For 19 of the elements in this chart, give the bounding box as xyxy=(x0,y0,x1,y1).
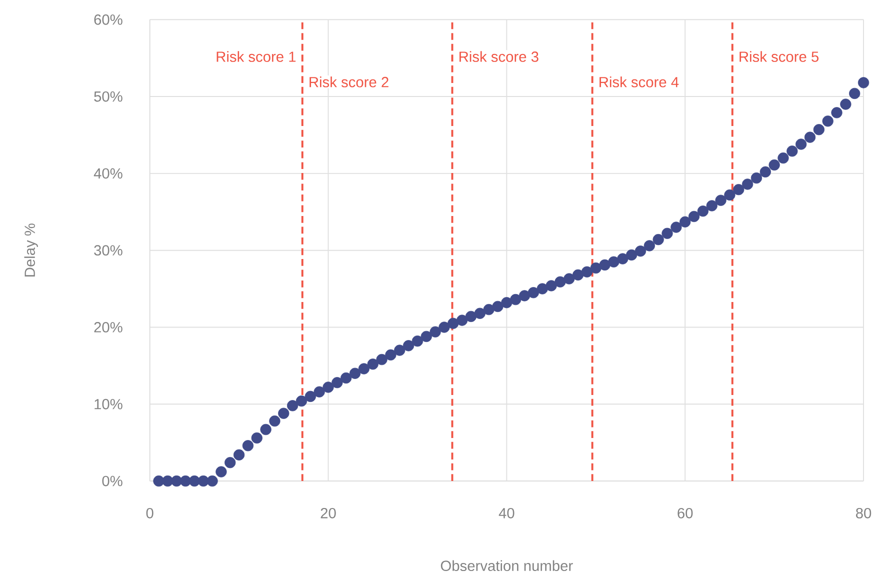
annotation: Risk score 3 xyxy=(460,51,538,62)
y-tick-label: 0% xyxy=(102,476,122,486)
y-tick-label: 10% xyxy=(94,398,122,410)
annotation: Risk score 5 xyxy=(740,51,819,62)
x-tick-label: 20 xyxy=(320,508,336,518)
x-tick-label: 0 xyxy=(146,508,154,518)
x-axis-title: Observation number xyxy=(440,560,573,571)
x-tick-label: 80 xyxy=(856,508,872,518)
y-tick-label: 50% xyxy=(94,91,122,102)
y-tick-label: 60% xyxy=(94,14,122,25)
y-axis-title: Delay % xyxy=(24,223,38,276)
y-tick-label: 30% xyxy=(94,244,122,256)
y-tick-label: 40% xyxy=(94,168,122,178)
annotation: Risk score 4 xyxy=(600,76,679,88)
annotation: Risk score 2 xyxy=(310,76,388,88)
y-tick-label: 20% xyxy=(94,322,122,332)
annotation: Risk score 1 xyxy=(216,51,296,62)
x-tick-label: 40 xyxy=(498,508,514,518)
x-tick-label: 60 xyxy=(678,508,693,518)
